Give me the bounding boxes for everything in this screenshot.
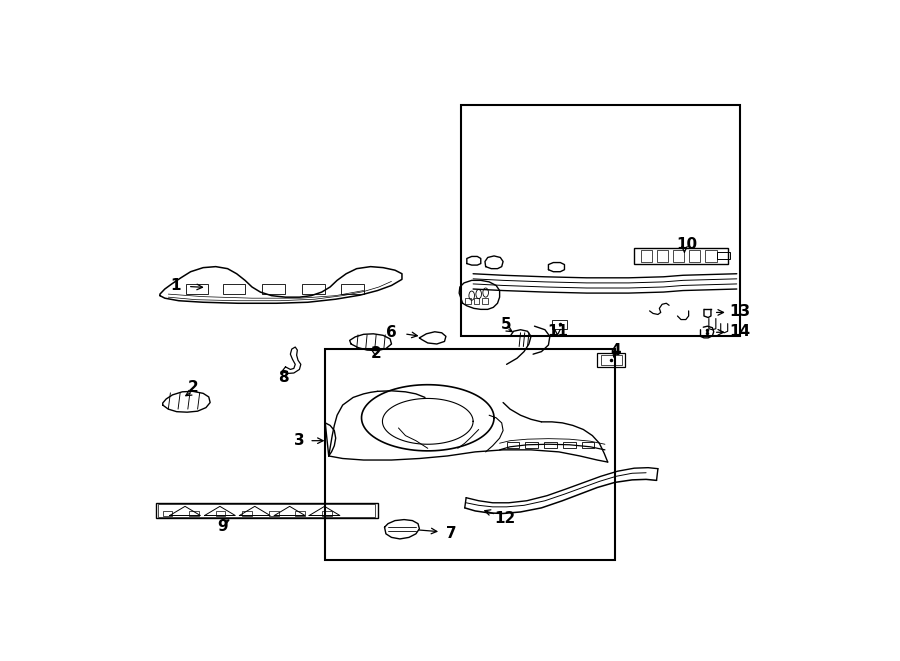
Text: 3: 3 [294,433,305,448]
Bar [544,442,557,448]
Bar [158,504,375,516]
Bar [163,511,173,516]
Text: 2: 2 [187,380,198,395]
Text: 1: 1 [170,278,181,293]
Bar [634,249,728,264]
Bar [156,503,378,518]
Text: 14: 14 [730,324,751,338]
Bar [222,284,245,294]
Text: 10: 10 [676,237,698,253]
Bar [657,250,669,262]
Bar [552,319,567,329]
Bar [641,250,652,262]
Text: 2: 2 [371,346,382,361]
Bar [263,284,284,294]
Bar [563,442,576,448]
Bar [689,250,700,262]
Bar [185,284,208,294]
Bar [269,511,278,516]
Bar [706,250,716,262]
Bar [507,442,519,448]
Bar [582,442,595,448]
Bar [716,253,731,260]
Bar [526,442,538,448]
Bar [482,298,488,304]
Bar [216,511,226,516]
Bar [601,355,622,365]
Text: 8: 8 [278,369,289,385]
Bar [461,104,740,336]
Text: 6: 6 [386,325,397,340]
Bar [242,511,252,516]
Text: 12: 12 [494,510,515,525]
Bar [673,250,685,262]
Bar [465,298,471,304]
Bar [189,511,199,516]
Bar [473,298,480,304]
Bar [341,284,364,294]
Text: 5: 5 [501,317,512,332]
Text: 4: 4 [611,342,621,358]
Text: 7: 7 [446,525,456,541]
Bar [295,511,305,516]
Text: 11: 11 [547,324,568,338]
Bar [325,349,615,561]
Bar [302,284,325,294]
Bar [598,352,626,367]
Text: 13: 13 [730,304,751,319]
Text: 9: 9 [218,519,228,533]
Bar [322,511,331,516]
